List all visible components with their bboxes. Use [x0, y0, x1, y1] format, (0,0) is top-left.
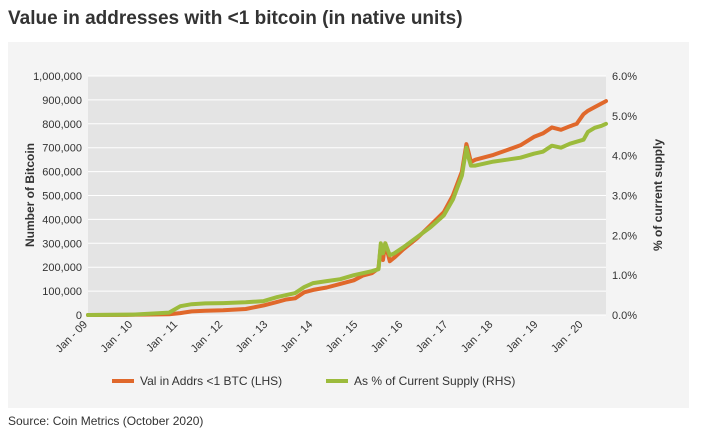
x-tick-label: Jan - 19: [504, 319, 541, 356]
left-tick-label: 800,000: [42, 119, 82, 131]
x-tick-label: Jan - 15: [324, 319, 361, 356]
left-tick-label: 300,000: [42, 238, 82, 250]
left-tick-label: 0: [76, 310, 82, 322]
legend-label-series-2: As % of Current Supply (RHS): [354, 374, 515, 388]
chart-title: Value in addresses with <1 bitcoin (in n…: [8, 8, 463, 29]
right-axis-label: % of current supply: [651, 139, 665, 251]
right-tick-label: 3.0%: [612, 191, 637, 203]
x-tick-label: Jan - 14: [279, 319, 316, 356]
left-tick-label: 200,000: [42, 262, 82, 274]
right-tick-label: 1.0%: [612, 270, 637, 282]
gridlines: [88, 75, 606, 316]
series-lines: [86, 99, 608, 317]
right-axis-ticks: 0.0% 1.0% 2.0% 3.0% 4.0% 5.0% 6.0%: [612, 71, 637, 322]
left-axis-ticks: 0 100,000 200,000 300,000 400,000 500,000 600,…: [33, 71, 82, 322]
chart: 0 100,000 200,000 300,000 400,000 500,000 600,…: [23, 71, 665, 388]
legend: Val in Addrs <1 BTC (LHS) As % of Curren…: [112, 374, 515, 388]
legend-label-series-1: Val in Addrs <1 BTC (LHS): [140, 374, 282, 388]
right-tick-label: 2.0%: [612, 230, 637, 242]
left-tick-label: 1,000,000: [33, 71, 82, 83]
x-tick-label: Jan - 09: [54, 319, 91, 356]
x-tick-label: Jan - 20: [549, 319, 586, 356]
right-tick-label: 0.0%: [612, 310, 637, 322]
left-tick-label: 500,000: [42, 191, 82, 203]
left-tick-label: 900,000: [42, 95, 82, 107]
x-tick-label: Jan - 13: [234, 319, 271, 356]
x-tick-label: Jan - 10: [99, 319, 136, 356]
x-tick-label: Jan - 11: [144, 319, 180, 355]
left-tick-label: 700,000: [42, 143, 82, 155]
x-tick-label: Jan - 12: [189, 319, 226, 356]
left-axis-label: Number of Bitcoin: [23, 143, 37, 247]
right-tick-label: 5.0%: [612, 111, 637, 123]
left-tick-label: 100,000: [42, 286, 82, 298]
left-tick-label: 600,000: [42, 167, 82, 179]
series-line-1: [86, 99, 608, 317]
x-axis-ticks: Jan - 09 Jan - 10 Jan - 11 Jan - 12 Jan - 13…: [54, 319, 586, 356]
x-tick-label: Jan - 17: [414, 319, 451, 356]
right-tick-label: 4.0%: [612, 151, 637, 163]
series-line-2: [86, 121, 608, 317]
left-tick-label: 400,000: [42, 214, 82, 226]
source-note: Source: Coin Metrics (October 2020): [8, 414, 204, 428]
x-tick-label: Jan - 16: [369, 319, 406, 356]
right-tick-label: 6.0%: [612, 71, 637, 83]
x-tick-label: Jan - 18: [459, 319, 496, 356]
chart-panel: 0 100,000 200,000 300,000 400,000 500,000 600,…: [8, 42, 689, 408]
